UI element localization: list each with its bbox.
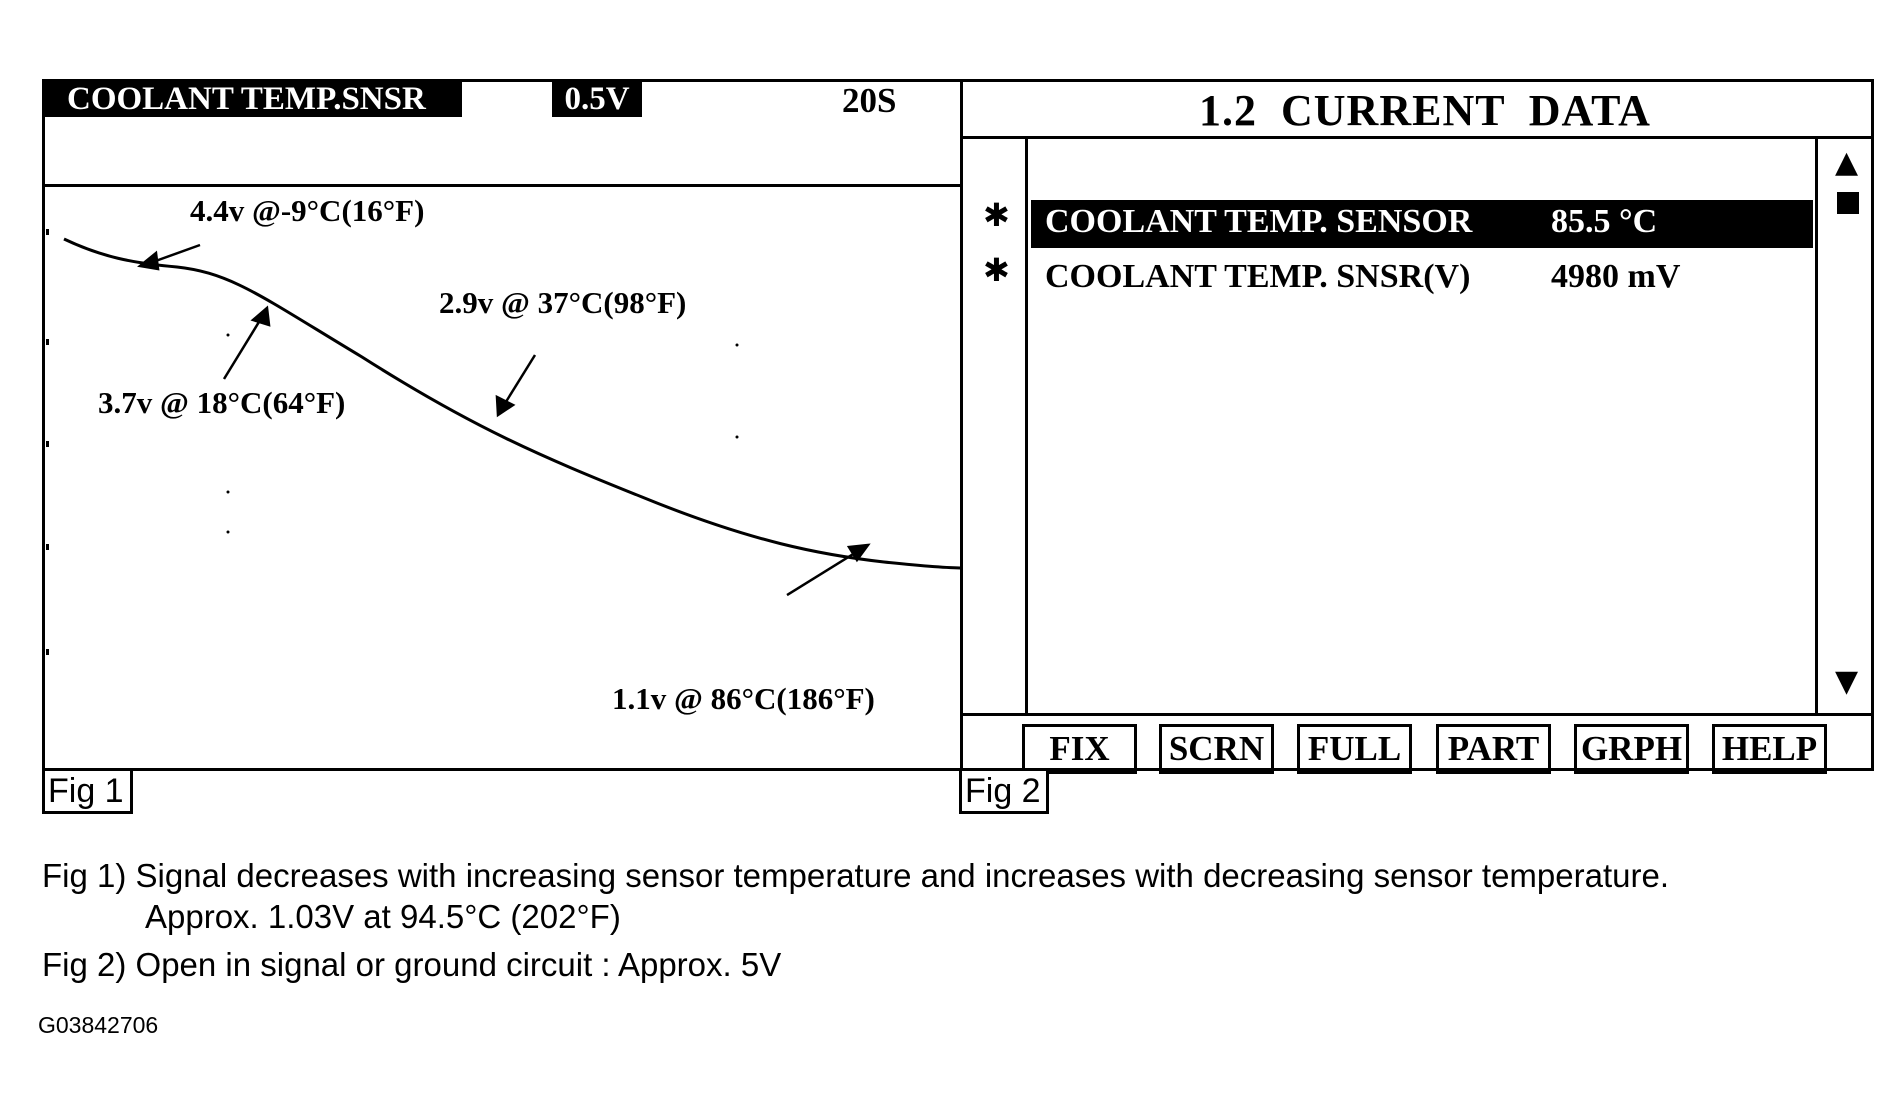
annotation-arrows	[137, 243, 871, 597]
data-item-name: COOLANT TEMP. SENSOR	[1045, 203, 1473, 240]
row-marker-icon: ✱	[983, 196, 1010, 234]
data-title-bar: 1.2 CURRENT DATA	[963, 79, 1874, 139]
scroll-down-icon[interactable]: ▼	[1835, 664, 1859, 699]
panel-divider	[960, 79, 963, 771]
figure-code: G03842706	[38, 1012, 159, 1038]
scrn-button[interactable]: SCRN	[1159, 724, 1274, 774]
grph-button[interactable]: GRPH	[1574, 724, 1689, 774]
data-list	[1025, 139, 1818, 713]
time-span-label: 20S	[842, 81, 897, 120]
data-row-coolant-temp[interactable]: COOLANT TEMP. SENSOR 85.5 °C	[1031, 200, 1813, 248]
voltage-scale-badge: 0.5V	[552, 82, 642, 117]
data-row-coolant-voltage[interactable]: COOLANT TEMP. SNSR(V) 4980 mV	[1031, 255, 1813, 303]
page-title: 1.2 CURRENT DATA	[1199, 86, 1651, 135]
function-key-bar: FIX SCRN FULL PART GRPH HELP	[963, 713, 1874, 774]
annotation-2-9v: 2.9v @ 37°C(98°F)	[439, 285, 686, 320]
waveform-panel: COOLANT TEMP.SNSR 0.5V 20S	[42, 79, 963, 771]
annotation-4-4v: 4.4v @-9°C(16°F)	[190, 193, 424, 228]
waveform-header: COOLANT TEMP.SNSR 0.5V 20S	[42, 79, 963, 187]
stray-dot	[735, 343, 739, 347]
scroll-up-icon[interactable]: ▲	[1835, 145, 1859, 180]
stray-dot	[226, 490, 230, 494]
axis-tick	[46, 649, 49, 655]
caption-fig2: Fig 2) Open in signal or ground circuit …	[42, 946, 782, 983]
annotation-3-7v: 3.7v @ 18°C(64°F)	[98, 385, 345, 420]
current-data-panel: 1.2 CURRENT DATA ✱ ✱ COOLANT TEMP. SENSO…	[963, 79, 1874, 774]
axis-tick	[46, 441, 49, 447]
arrow-1-1v	[786, 543, 871, 597]
part-button[interactable]: PART	[1436, 724, 1551, 774]
axis-tick	[46, 544, 49, 550]
waveform-graph: 4.4v @-9°C(16°F) 3.7v @ 18°C(64°F) 2.9v …	[46, 193, 963, 716]
caption-fig1-continued: Approx. 1.03V at 94.5°C (202°F)	[145, 898, 621, 935]
stray-dot	[735, 435, 739, 439]
stray-dot	[226, 530, 230, 534]
stray-dot	[226, 333, 230, 337]
data-item-value: 4980 mV	[1551, 258, 1681, 295]
arrow-2-9v	[495, 354, 537, 418]
annotation-1-1v: 1.1v @ 86°C(186°F)	[612, 681, 875, 716]
y-axis-ticks	[46, 229, 49, 655]
sensor-label: COOLANT TEMP.SNSR	[45, 82, 462, 117]
axis-tick	[46, 229, 49, 235]
data-item-value: 85.5 °C	[1551, 203, 1658, 240]
caption-fig1: Fig 1) Signal decreases with increasing …	[42, 857, 1669, 894]
figure-frame	[42, 79, 1874, 771]
help-button[interactable]: HELP	[1712, 724, 1827, 774]
voltage-curve	[63, 237, 963, 570]
arrow-3-7v	[222, 305, 271, 380]
arrow-4-4v	[137, 243, 201, 271]
fix-button[interactable]: FIX	[1022, 724, 1137, 774]
stray-dots	[226, 333, 739, 534]
full-button[interactable]: FULL	[1297, 724, 1412, 774]
fig1-tag: Fig 1	[42, 771, 133, 814]
axis-tick	[46, 339, 49, 345]
row-marker-icon: ✱	[983, 251, 1010, 289]
data-item-name: COOLANT TEMP. SNSR(V)	[1045, 258, 1471, 295]
fig2-tag: Fig 2	[959, 771, 1049, 814]
scrollbar-thumb[interactable]	[1837, 192, 1859, 214]
